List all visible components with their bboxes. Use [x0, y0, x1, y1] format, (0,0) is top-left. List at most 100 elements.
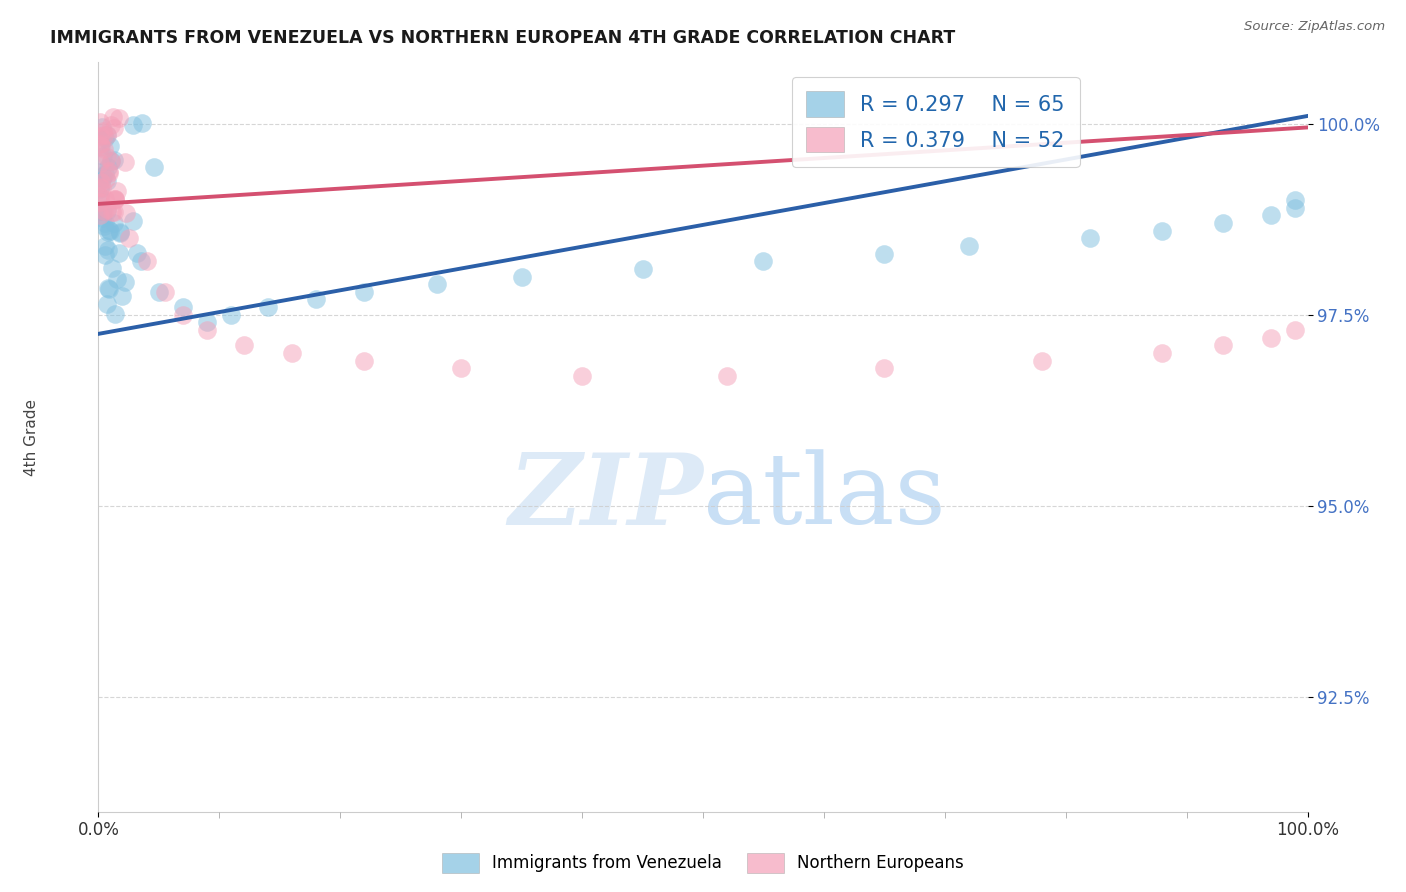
- Point: [97, 166, 120, 180]
- Point: [90, 211, 112, 226]
- Point: [129, 254, 152, 268]
- Point: [89, 156, 111, 170]
- Point: [97, 223, 120, 237]
- Point: [873, 246, 896, 260]
- Point: [90, 176, 112, 190]
- Point: [426, 277, 449, 292]
- Point: [172, 300, 194, 314]
- Point: [89, 165, 111, 179]
- Point: [1260, 208, 1282, 222]
- Point: [148, 285, 170, 299]
- Point: [353, 353, 375, 368]
- Point: [172, 308, 194, 322]
- Point: [281, 346, 304, 360]
- Point: [96, 128, 118, 142]
- Point: [93, 216, 115, 230]
- Point: [1284, 323, 1306, 337]
- Point: [118, 231, 141, 245]
- Point: [1284, 193, 1306, 207]
- Point: [631, 261, 654, 276]
- Point: [153, 285, 176, 299]
- Point: [93, 128, 115, 142]
- Point: [232, 338, 254, 352]
- Point: [107, 112, 129, 126]
- Point: [1031, 353, 1053, 368]
- Point: [98, 139, 121, 153]
- Point: [114, 275, 136, 289]
- Point: [142, 161, 165, 175]
- Point: [1212, 216, 1234, 230]
- Point: [122, 118, 145, 132]
- Point: [752, 254, 775, 268]
- Point: [100, 118, 122, 132]
- Point: [107, 246, 129, 260]
- Point: [103, 153, 125, 167]
- Point: [135, 254, 157, 268]
- Point: [221, 308, 243, 322]
- Point: [96, 202, 118, 216]
- Point: [94, 172, 117, 186]
- Point: [94, 131, 117, 145]
- Point: [1078, 231, 1101, 245]
- Legend: R = 0.297    N = 65, R = 0.379    N = 52: R = 0.297 N = 65, R = 0.379 N = 52: [792, 77, 1080, 167]
- Point: [90, 172, 112, 186]
- Point: [105, 185, 128, 199]
- Point: [104, 194, 127, 208]
- Text: 4th Grade: 4th Grade: [24, 399, 39, 475]
- Point: [104, 192, 127, 206]
- Point: [1260, 331, 1282, 345]
- Point: [98, 224, 121, 238]
- Point: [90, 181, 112, 195]
- Point: [873, 361, 896, 376]
- Point: [97, 280, 120, 294]
- Point: [103, 205, 125, 219]
- Point: [96, 150, 118, 164]
- Point: [89, 203, 111, 218]
- Point: [93, 219, 115, 233]
- Point: [97, 244, 120, 258]
- Point: [89, 115, 111, 129]
- Text: Source: ZipAtlas.com: Source: ZipAtlas.com: [1244, 20, 1385, 33]
- Point: [89, 136, 111, 151]
- Point: [97, 225, 120, 239]
- Text: IMMIGRANTS FROM VENEZUELA VS NORTHERN EUROPEAN 4TH GRADE CORRELATION CHART: IMMIGRANTS FROM VENEZUELA VS NORTHERN EU…: [51, 29, 955, 47]
- Point: [89, 129, 111, 144]
- Point: [100, 153, 122, 168]
- Point: [957, 239, 980, 253]
- Point: [97, 161, 120, 175]
- Point: [101, 204, 124, 219]
- Point: [101, 110, 124, 124]
- Point: [93, 192, 115, 206]
- Point: [1152, 346, 1174, 360]
- Point: [127, 246, 149, 260]
- Point: [103, 216, 125, 230]
- Point: [91, 124, 114, 138]
- Point: [98, 282, 121, 296]
- Point: [1284, 201, 1306, 215]
- Point: [114, 155, 136, 169]
- Point: [103, 121, 125, 136]
- Point: [110, 226, 132, 240]
- Point: [89, 180, 111, 194]
- Point: [256, 300, 278, 314]
- Point: [97, 164, 120, 178]
- Point: [91, 120, 114, 134]
- Point: [89, 140, 111, 154]
- Point: [105, 272, 128, 286]
- Point: [96, 203, 118, 218]
- Point: [104, 308, 127, 322]
- Point: [104, 192, 127, 206]
- Point: [571, 368, 593, 383]
- Point: [115, 206, 138, 220]
- Point: [195, 323, 218, 337]
- Point: [94, 248, 117, 262]
- Point: [91, 149, 114, 163]
- Legend: Immigrants from Venezuela, Northern Europeans: Immigrants from Venezuela, Northern Euro…: [436, 847, 970, 880]
- Point: [96, 173, 118, 187]
- Point: [353, 285, 375, 299]
- Point: [100, 260, 122, 275]
- Point: [94, 239, 117, 253]
- Point: [100, 153, 122, 168]
- Point: [195, 315, 218, 329]
- Point: [89, 208, 111, 222]
